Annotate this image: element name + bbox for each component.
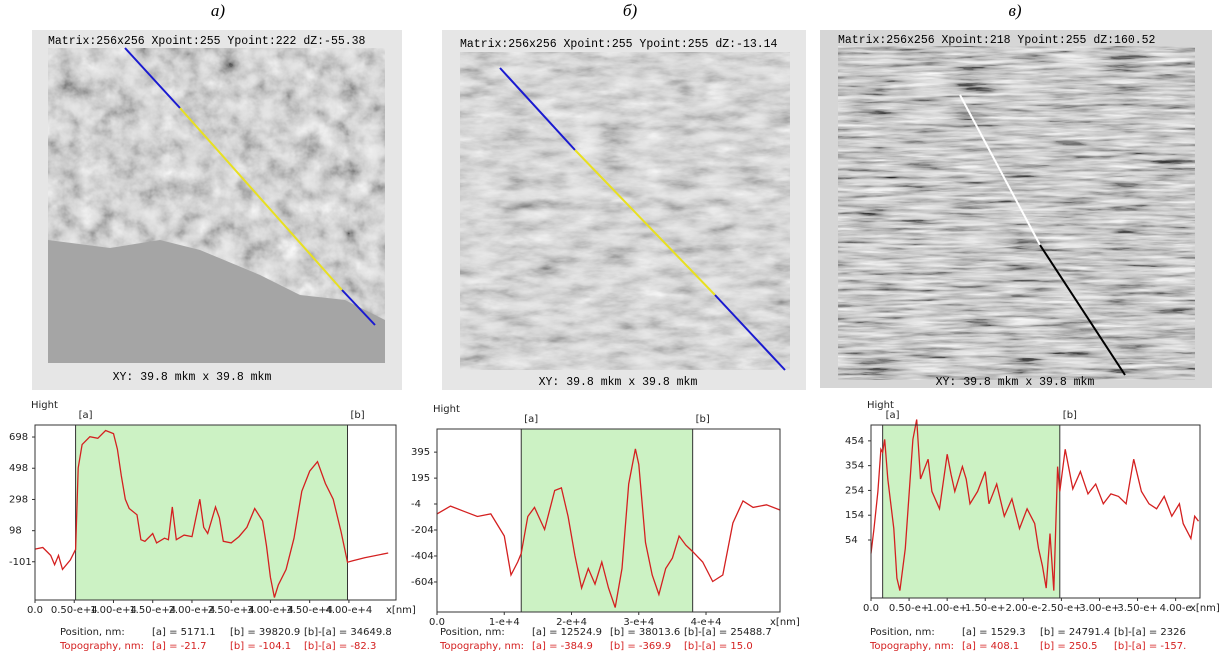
readout-value: [a] = 1529.3	[962, 627, 1026, 638]
x-axis-label: x[nm]	[770, 617, 800, 628]
readout-title: Position, nm:	[60, 627, 125, 638]
readout-value: [b] = -369.9	[610, 641, 671, 652]
y-tick-label: 498	[9, 463, 28, 474]
y-tick-label: -604	[411, 577, 434, 588]
y-tick-label: -404	[411, 551, 434, 562]
x-tick-label: 4.00-e+4	[326, 605, 373, 616]
y-tick-label: 454	[845, 436, 864, 447]
image-header: Matrix:256x256 Xpoint:255 Ypoint:255 dZ:…	[460, 38, 778, 51]
readout-value: [b]-[a] = 2326	[1114, 627, 1186, 638]
readout-value: [b]-[a] = -157.	[1114, 641, 1186, 652]
cursor-region	[883, 425, 1060, 598]
y-tick-label: -204	[411, 525, 434, 536]
x-tick-label: 0.0	[863, 603, 879, 614]
y-tick-label: -4	[411, 499, 421, 510]
x-tick-label: 2.00-e-	[1005, 603, 1041, 614]
y-tick-label: -101	[9, 557, 32, 568]
y-tick-label: 98	[9, 526, 22, 537]
readout-value: [b]-[a] = 34649.8	[304, 627, 392, 638]
afm-image	[838, 46, 1195, 380]
panel-label: б)	[623, 1, 638, 20]
readout-title: Topography, nm:	[59, 641, 144, 652]
image-footer: XY: 39.8 mkm x 39.8 mkm	[113, 371, 272, 384]
readout-title: Position, nm:	[870, 627, 935, 638]
x-tick-label: 3.50-e+	[1117, 603, 1157, 614]
x-tick-label: 1.00-e+	[927, 603, 967, 614]
y-tick-label: 298	[9, 494, 28, 505]
cursor-label: [a]	[79, 410, 93, 421]
y-tick-label: 195	[411, 473, 430, 484]
readout-value: [b]-[a] = 25488.7	[684, 627, 772, 638]
cursor-label: [a]	[886, 410, 900, 421]
y-tick-label: 395	[411, 447, 430, 458]
readout-value: [b] = 38013.6	[610, 627, 680, 638]
cursor-label: [b]	[696, 414, 710, 425]
readout-value: [b] = 39820.9	[230, 627, 300, 638]
panel-label: а)	[211, 1, 226, 20]
image-footer: XY: 39.8 mkm x 39.8 mkm	[936, 376, 1095, 389]
y-axis-label: Hight	[31, 400, 58, 411]
image-footer: XY: 39.8 mkm x 39.8 mkm	[539, 376, 698, 389]
cursor-label: [b]	[351, 410, 365, 421]
x-axis-label: x[nm]	[386, 605, 416, 616]
cursor-label: [a]	[524, 414, 538, 425]
y-tick-label: 254	[845, 485, 864, 496]
x-tick-label: 0.0	[27, 605, 43, 616]
x-tick-label: 1.50-e+	[965, 603, 1005, 614]
readout-title: Topography, nm:	[439, 641, 524, 652]
readout-value: [b] = 250.5	[1040, 641, 1098, 652]
y-tick-label: 154	[845, 510, 864, 521]
panel-label: в)	[1008, 1, 1021, 20]
y-tick-label: 354	[845, 461, 864, 472]
readout-value: [a] = -384.9	[532, 641, 593, 652]
image-header: Matrix:256x256 Xpoint:255 Ypoint:222 dZ:…	[48, 35, 366, 48]
readout-value: [a] = -21.7	[152, 641, 207, 652]
readout-value: [b]-[a] = 15.0	[684, 641, 753, 652]
y-axis-label: Hight	[867, 400, 894, 411]
image-header: Matrix:256x256 Xpoint:218 Ypoint:255 dZ:…	[838, 34, 1156, 47]
readout-value: [b] = -104.1	[230, 641, 291, 652]
figure: а) Matrix:256x256 Xpoint:255 Ypoint:222 …	[0, 0, 1223, 662]
readout-value: [a] = 12524.9	[532, 627, 602, 638]
x-tick-label: 3.00-e+	[1079, 603, 1119, 614]
readout-value: [a] = 408.1	[962, 641, 1019, 652]
cursor-region	[76, 425, 348, 600]
x-axis-label: x[nm]	[1190, 603, 1220, 614]
x-tick-label: 0.50-e+	[889, 603, 929, 614]
x-tick-label: 2.50-e+	[1041, 603, 1081, 614]
readout-title: Position, nm:	[440, 627, 505, 638]
y-tick-label: 54	[845, 535, 858, 546]
y-axis-label: Hight	[433, 404, 460, 415]
readout-title: Topography, nm:	[869, 641, 954, 652]
readout-value: [b]-[a] = -82.3	[304, 641, 376, 652]
readout-value: [a] = 5171.1	[152, 627, 216, 638]
readout-value: [b] = 24791.4	[1040, 627, 1110, 638]
x-tick-label: 4.00-e	[1160, 603, 1192, 614]
y-tick-label: 698	[9, 432, 28, 443]
cursor-label: [b]	[1063, 410, 1077, 421]
